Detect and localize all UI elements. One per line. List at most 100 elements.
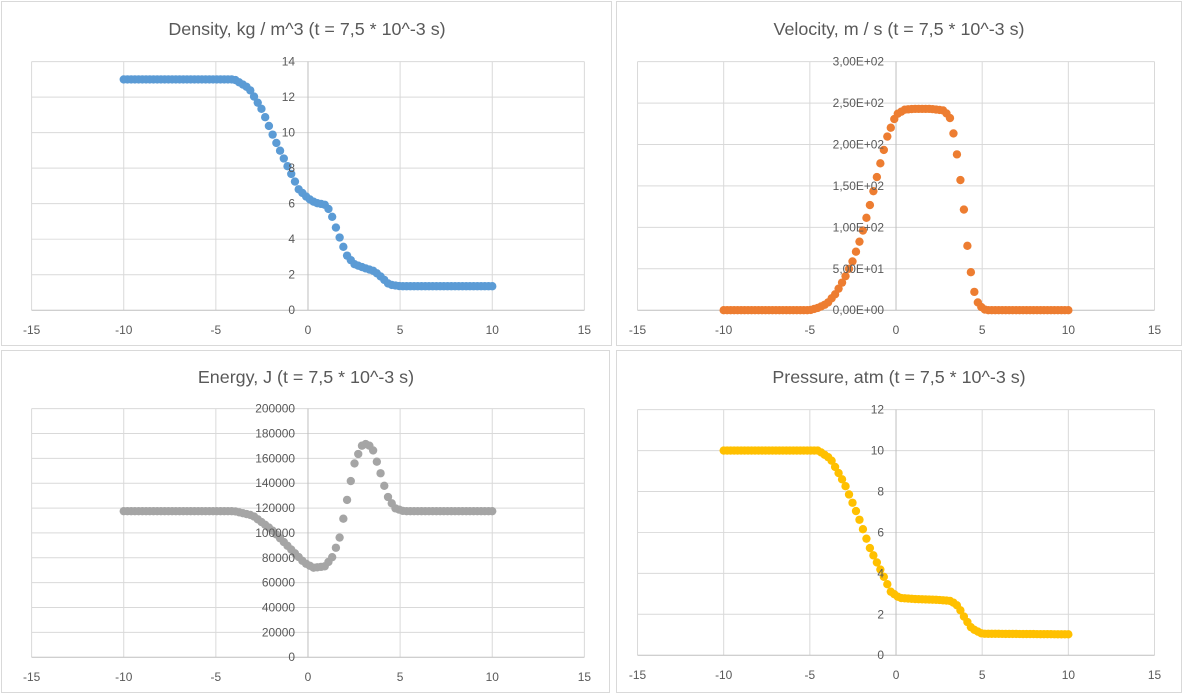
density-data-point <box>268 130 277 139</box>
pressure-data-point <box>872 558 882 567</box>
energy-y-tick-label: 140000 <box>255 476 295 490</box>
energy-x-tick-label: 10 <box>486 670 500 684</box>
energy-x-tick-label: 15 <box>578 670 592 684</box>
density-x-tick-label: -15 <box>23 323 41 337</box>
velocity-data-point <box>966 268 976 277</box>
density-x-tick-label: 5 <box>397 323 404 337</box>
pressure-data-point <box>865 543 875 553</box>
pressure-data-point <box>851 506 861 516</box>
pressure-data-point <box>876 565 885 574</box>
energy-data-point <box>372 457 382 466</box>
energy-chart-title: Energy, J (t = 7,5 * 10^-3 s) <box>198 367 414 387</box>
velocity-x-tick-label: -15 <box>629 323 647 337</box>
density-data-point <box>335 233 344 242</box>
velocity-data-point <box>855 237 864 246</box>
pressure-data-point <box>841 482 850 491</box>
velocity-data-point <box>963 241 972 251</box>
velocity-chart-svg: Velocity, m / s (t = 7,5 * 10^-3 s) 0,00E… <box>629 19 1162 337</box>
pressure-x-tick-label: -5 <box>805 668 816 682</box>
density-data-point <box>249 92 259 101</box>
energy-data-point <box>346 476 355 486</box>
density-y-tick-label: 4 <box>288 232 295 246</box>
velocity-data-point <box>949 129 958 138</box>
energy-data-point <box>342 495 352 505</box>
velocity-data-point <box>848 257 857 266</box>
pressure-data-point <box>844 490 854 499</box>
density-data-point <box>261 113 270 122</box>
pressure-chart-title: Pressure, atm (t = 7,5 * 10^-3 s) <box>772 367 1025 387</box>
density-data-point <box>246 86 255 95</box>
energy-y-tick-label: 20000 <box>262 625 296 639</box>
velocity-y-tick-label: 2,00E+02 <box>833 137 885 151</box>
density-chart-panel: Density, kg / m^3 (t = 7,5 * 10^-3 s) 0 2 4… <box>1 1 612 346</box>
pressure-y-tick-label: 0 <box>877 648 884 662</box>
pressure-data-point <box>862 534 871 543</box>
density-x-tick-label: 15 <box>578 323 592 337</box>
pressure-data-point <box>837 475 847 484</box>
velocity-data-point <box>956 175 965 185</box>
pressure-chart-svg: Pressure, atm (t = 7,5 * 10^-3 s) 0 2 4 6 8 10… <box>629 367 1162 682</box>
velocity-data-point <box>945 113 955 123</box>
energy-y-tick-label: 120000 <box>255 501 295 515</box>
energy-x-tick-label: -5 <box>211 670 222 684</box>
density-data-point <box>272 138 281 148</box>
energy-x-tick-label: 0 <box>305 670 312 684</box>
density-data-point <box>283 162 292 171</box>
velocity-x-tick-label: 10 <box>1062 323 1076 337</box>
pressure-data-point <box>848 498 857 507</box>
energy-x-tick-label: -15 <box>23 670 41 684</box>
energy-data-point <box>354 449 363 459</box>
density-data-point <box>488 282 497 291</box>
velocity-x-tick-label: 0 <box>893 323 900 337</box>
energy-chart-svg: Energy, J (t = 7,5 * 10^-3 s) 0 20000 40000… <box>23 367 592 684</box>
energy-y-tick-label: 160000 <box>255 451 295 465</box>
energy-y-tick-label: 180000 <box>255 426 295 440</box>
energy-data-point <box>376 469 385 478</box>
density-data-point <box>328 212 337 221</box>
energy-chart-panel: Energy, J (t = 7,5 * 10^-3 s) 0 20000 40000… <box>1 350 610 693</box>
velocity-x-tick-label: 15 <box>1148 323 1162 337</box>
energy-data-point <box>380 481 389 490</box>
energy-data-point <box>339 514 348 523</box>
pressure-y-tick-label: 8 <box>877 484 884 498</box>
velocity-y-tick-label: 3,00E+02 <box>833 55 885 69</box>
velocity-data-point <box>841 271 850 281</box>
velocity-data-point <box>851 247 861 256</box>
density-chart-svg: Density, kg / m^3 (t = 7,5 * 10^-3 s) 0 2 4… <box>23 19 592 337</box>
velocity-data-point <box>879 145 889 155</box>
energy-data-point <box>383 492 393 502</box>
pressure-data-point <box>858 525 868 534</box>
pressure-data-point <box>883 580 892 589</box>
pressure-x-tick-label: 5 <box>979 668 986 682</box>
velocity-data-point <box>959 205 969 214</box>
pressure-y-tick-label: 10 <box>871 444 885 458</box>
velocity-data-point <box>869 186 878 196</box>
velocity-y-tick-label: 0,00E+00 <box>833 303 885 317</box>
density-data-point <box>339 242 348 251</box>
energy-y-tick-label: 40000 <box>262 600 296 614</box>
energy-y-tick-label: 80000 <box>262 551 296 565</box>
velocity-data-point <box>865 200 875 210</box>
density-data-point <box>253 98 262 107</box>
energy-y-tick-label: 60000 <box>262 576 296 590</box>
velocity-y-tick-label: 1,50E+02 <box>833 179 885 193</box>
density-y-tick-label: 0 <box>288 303 295 317</box>
energy-data-point <box>350 459 359 468</box>
velocity-data-point <box>886 123 895 132</box>
pressure-chart-panel: Pressure, atm (t = 7,5 * 10^-3 s) 0 2 4 6 8 10… <box>616 350 1182 693</box>
density-data-point <box>275 146 285 155</box>
velocity-data-point <box>1064 306 1073 315</box>
pressure-x-tick-label: -15 <box>629 668 647 682</box>
pressure-data-point <box>1064 630 1073 639</box>
density-y-tick-label: 8 <box>288 161 295 175</box>
pressure-data-point <box>879 572 889 581</box>
energy-data-point <box>328 552 337 562</box>
density-data-point <box>290 177 300 186</box>
pressure-x-tick-label: 0 <box>893 668 900 682</box>
velocity-data-point <box>858 226 868 235</box>
pressure-data-point <box>869 551 878 560</box>
velocity-chart-panel: Velocity, m / s (t = 7,5 * 10^-3 s) 0,00E… <box>616 1 1182 346</box>
density-y-tick-label: 12 <box>282 90 296 104</box>
pressure-data-point <box>830 462 840 472</box>
velocity-data-point <box>862 213 871 223</box>
